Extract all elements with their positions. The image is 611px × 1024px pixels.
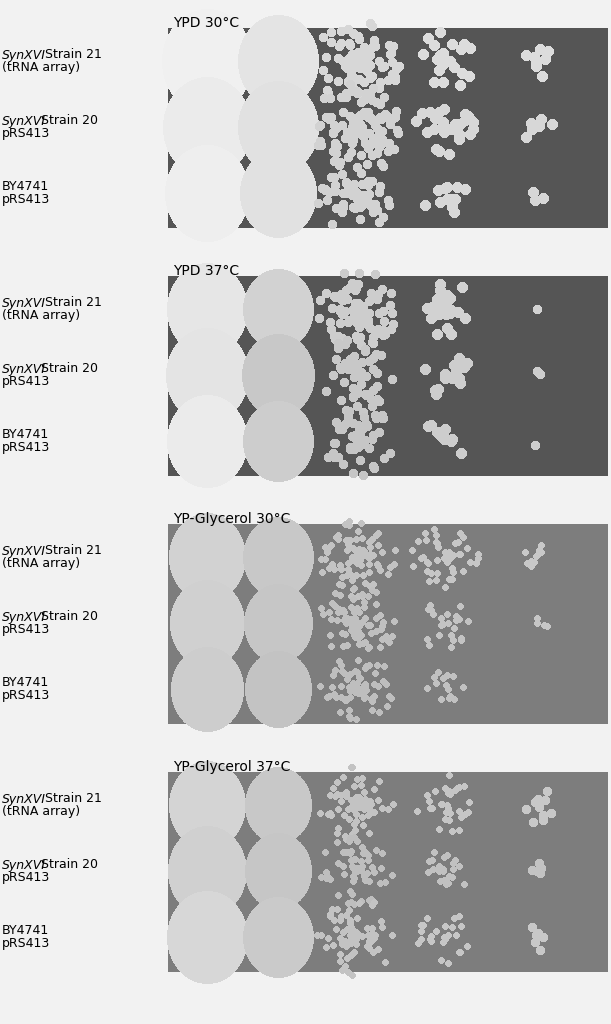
Text: (tRNA array): (tRNA array) bbox=[2, 806, 80, 818]
Text: SynXVI: SynXVI bbox=[2, 48, 46, 61]
Text: BY4741: BY4741 bbox=[2, 428, 49, 441]
Text: Strain 21: Strain 21 bbox=[37, 297, 101, 309]
Text: Strain 21: Strain 21 bbox=[37, 793, 101, 806]
Text: SynXVI: SynXVI bbox=[2, 545, 46, 557]
Text: pRS413: pRS413 bbox=[2, 938, 50, 950]
Text: YPD 37°C: YPD 37°C bbox=[173, 264, 239, 278]
Text: BY4741: BY4741 bbox=[2, 180, 49, 194]
Text: YPD 30°C: YPD 30°C bbox=[173, 16, 239, 30]
Text: Strain 21: Strain 21 bbox=[37, 48, 101, 61]
Text: (tRNA array): (tRNA array) bbox=[2, 309, 80, 323]
Text: SynXVI: SynXVI bbox=[2, 115, 46, 128]
Text: pRS413: pRS413 bbox=[2, 194, 50, 207]
Text: (tRNA array): (tRNA array) bbox=[2, 61, 80, 75]
Text: pRS413: pRS413 bbox=[2, 624, 50, 637]
Text: SynXVI: SynXVI bbox=[2, 793, 46, 806]
Text: pRS413: pRS413 bbox=[2, 376, 50, 388]
Text: BY4741: BY4741 bbox=[2, 925, 49, 938]
Text: BY4741: BY4741 bbox=[2, 677, 49, 689]
Text: SynXVI: SynXVI bbox=[2, 858, 46, 871]
Text: pRS413: pRS413 bbox=[2, 441, 50, 455]
Text: Strain 20: Strain 20 bbox=[37, 610, 98, 624]
Text: SynXVI: SynXVI bbox=[2, 610, 46, 624]
Text: (tRNA array): (tRNA array) bbox=[2, 557, 80, 570]
Text: pRS413: pRS413 bbox=[2, 871, 50, 885]
Text: pRS413: pRS413 bbox=[2, 128, 50, 140]
Text: Strain 20: Strain 20 bbox=[37, 115, 98, 128]
Text: Strain 20: Strain 20 bbox=[37, 858, 98, 871]
Text: SynXVI: SynXVI bbox=[2, 297, 46, 309]
Text: YP-Glycerol 30°C: YP-Glycerol 30°C bbox=[173, 512, 290, 526]
Text: Strain 20: Strain 20 bbox=[37, 362, 98, 376]
Text: YP-Glycerol 37°C: YP-Glycerol 37°C bbox=[173, 760, 290, 774]
Text: pRS413: pRS413 bbox=[2, 689, 50, 702]
Text: SynXVI: SynXVI bbox=[2, 362, 46, 376]
Text: Strain 21: Strain 21 bbox=[37, 545, 101, 557]
